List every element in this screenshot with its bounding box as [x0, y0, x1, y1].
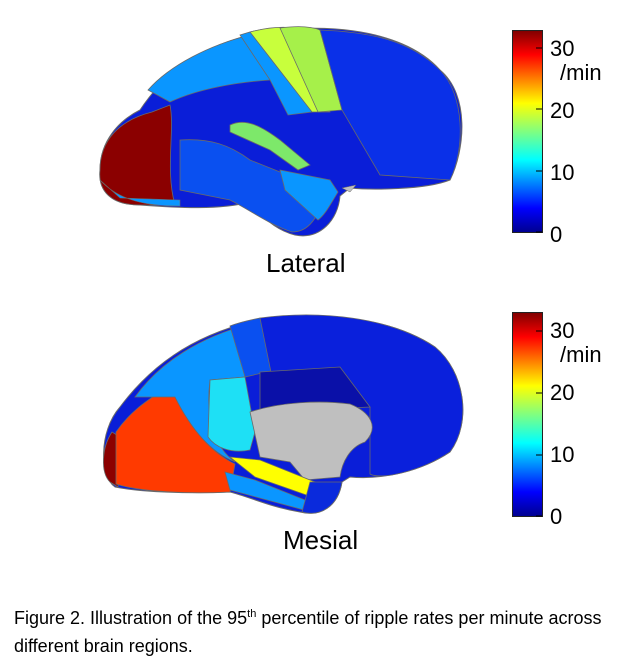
- caption-suffix: percentile of ripple rates per minute ac…: [14, 608, 602, 656]
- mesial-colorbar-tick-20: 20: [550, 380, 575, 405]
- mesial-panel: Mesial 30 /min 20 10 0: [0, 290, 633, 570]
- lateral-region-temporal-band: [279, 169, 339, 221]
- lateral-region-occipital: [99, 104, 176, 206]
- lateral-view-label: Lateral: [266, 248, 346, 278]
- lateral-region-frontal: [319, 29, 461, 181]
- mesial-brain-map: [103, 314, 464, 514]
- mesial-colorbar-tick-0: 0: [550, 504, 563, 529]
- lateral-colorbar-tick-30: 30: [550, 36, 575, 61]
- caption-superscript: th: [247, 608, 257, 620]
- mesial-view-label: Mesial: [283, 525, 359, 555]
- lateral-colorbar-tick-10: 10: [550, 160, 575, 185]
- mesial-region-temporal-pole: [301, 481, 343, 514]
- mesial-region-anterior-cingulate: [259, 366, 371, 413]
- mesial-colorbar: [512, 312, 543, 517]
- mesial-region-posterior-cingulate: [207, 376, 256, 452]
- lateral-region-insula: [229, 121, 311, 171]
- mesial-region-cuneus: [115, 391, 236, 494]
- lateral-colorbar-tick-20: 20: [550, 98, 575, 123]
- lateral-panel: Lateral 30 /min 20 10 0: [0, 0, 633, 290]
- lateral-region-no-data: [341, 184, 357, 193]
- lateral-colorbar: [512, 30, 543, 233]
- mesial-colorbar-tick-30: 30: [550, 318, 575, 343]
- caption-prefix: Figure 2. Illustration of the 95: [14, 608, 248, 628]
- mesial-colorbar-tick-10: 10: [550, 442, 575, 467]
- lateral-region-inferior: [99, 179, 181, 207]
- lateral-brain-map: [99, 26, 463, 237]
- lateral-colorbar-tick-0: 0: [550, 222, 563, 247]
- lateral-region-temporal: [179, 139, 326, 233]
- lateral-colorbar-unit: /min: [560, 60, 602, 85]
- figure-caption: Figure 2. Illustration of the 95th perce…: [14, 600, 626, 660]
- mesial-region-no-data: [249, 401, 373, 481]
- mesial-colorbar-unit: /min: [560, 342, 602, 367]
